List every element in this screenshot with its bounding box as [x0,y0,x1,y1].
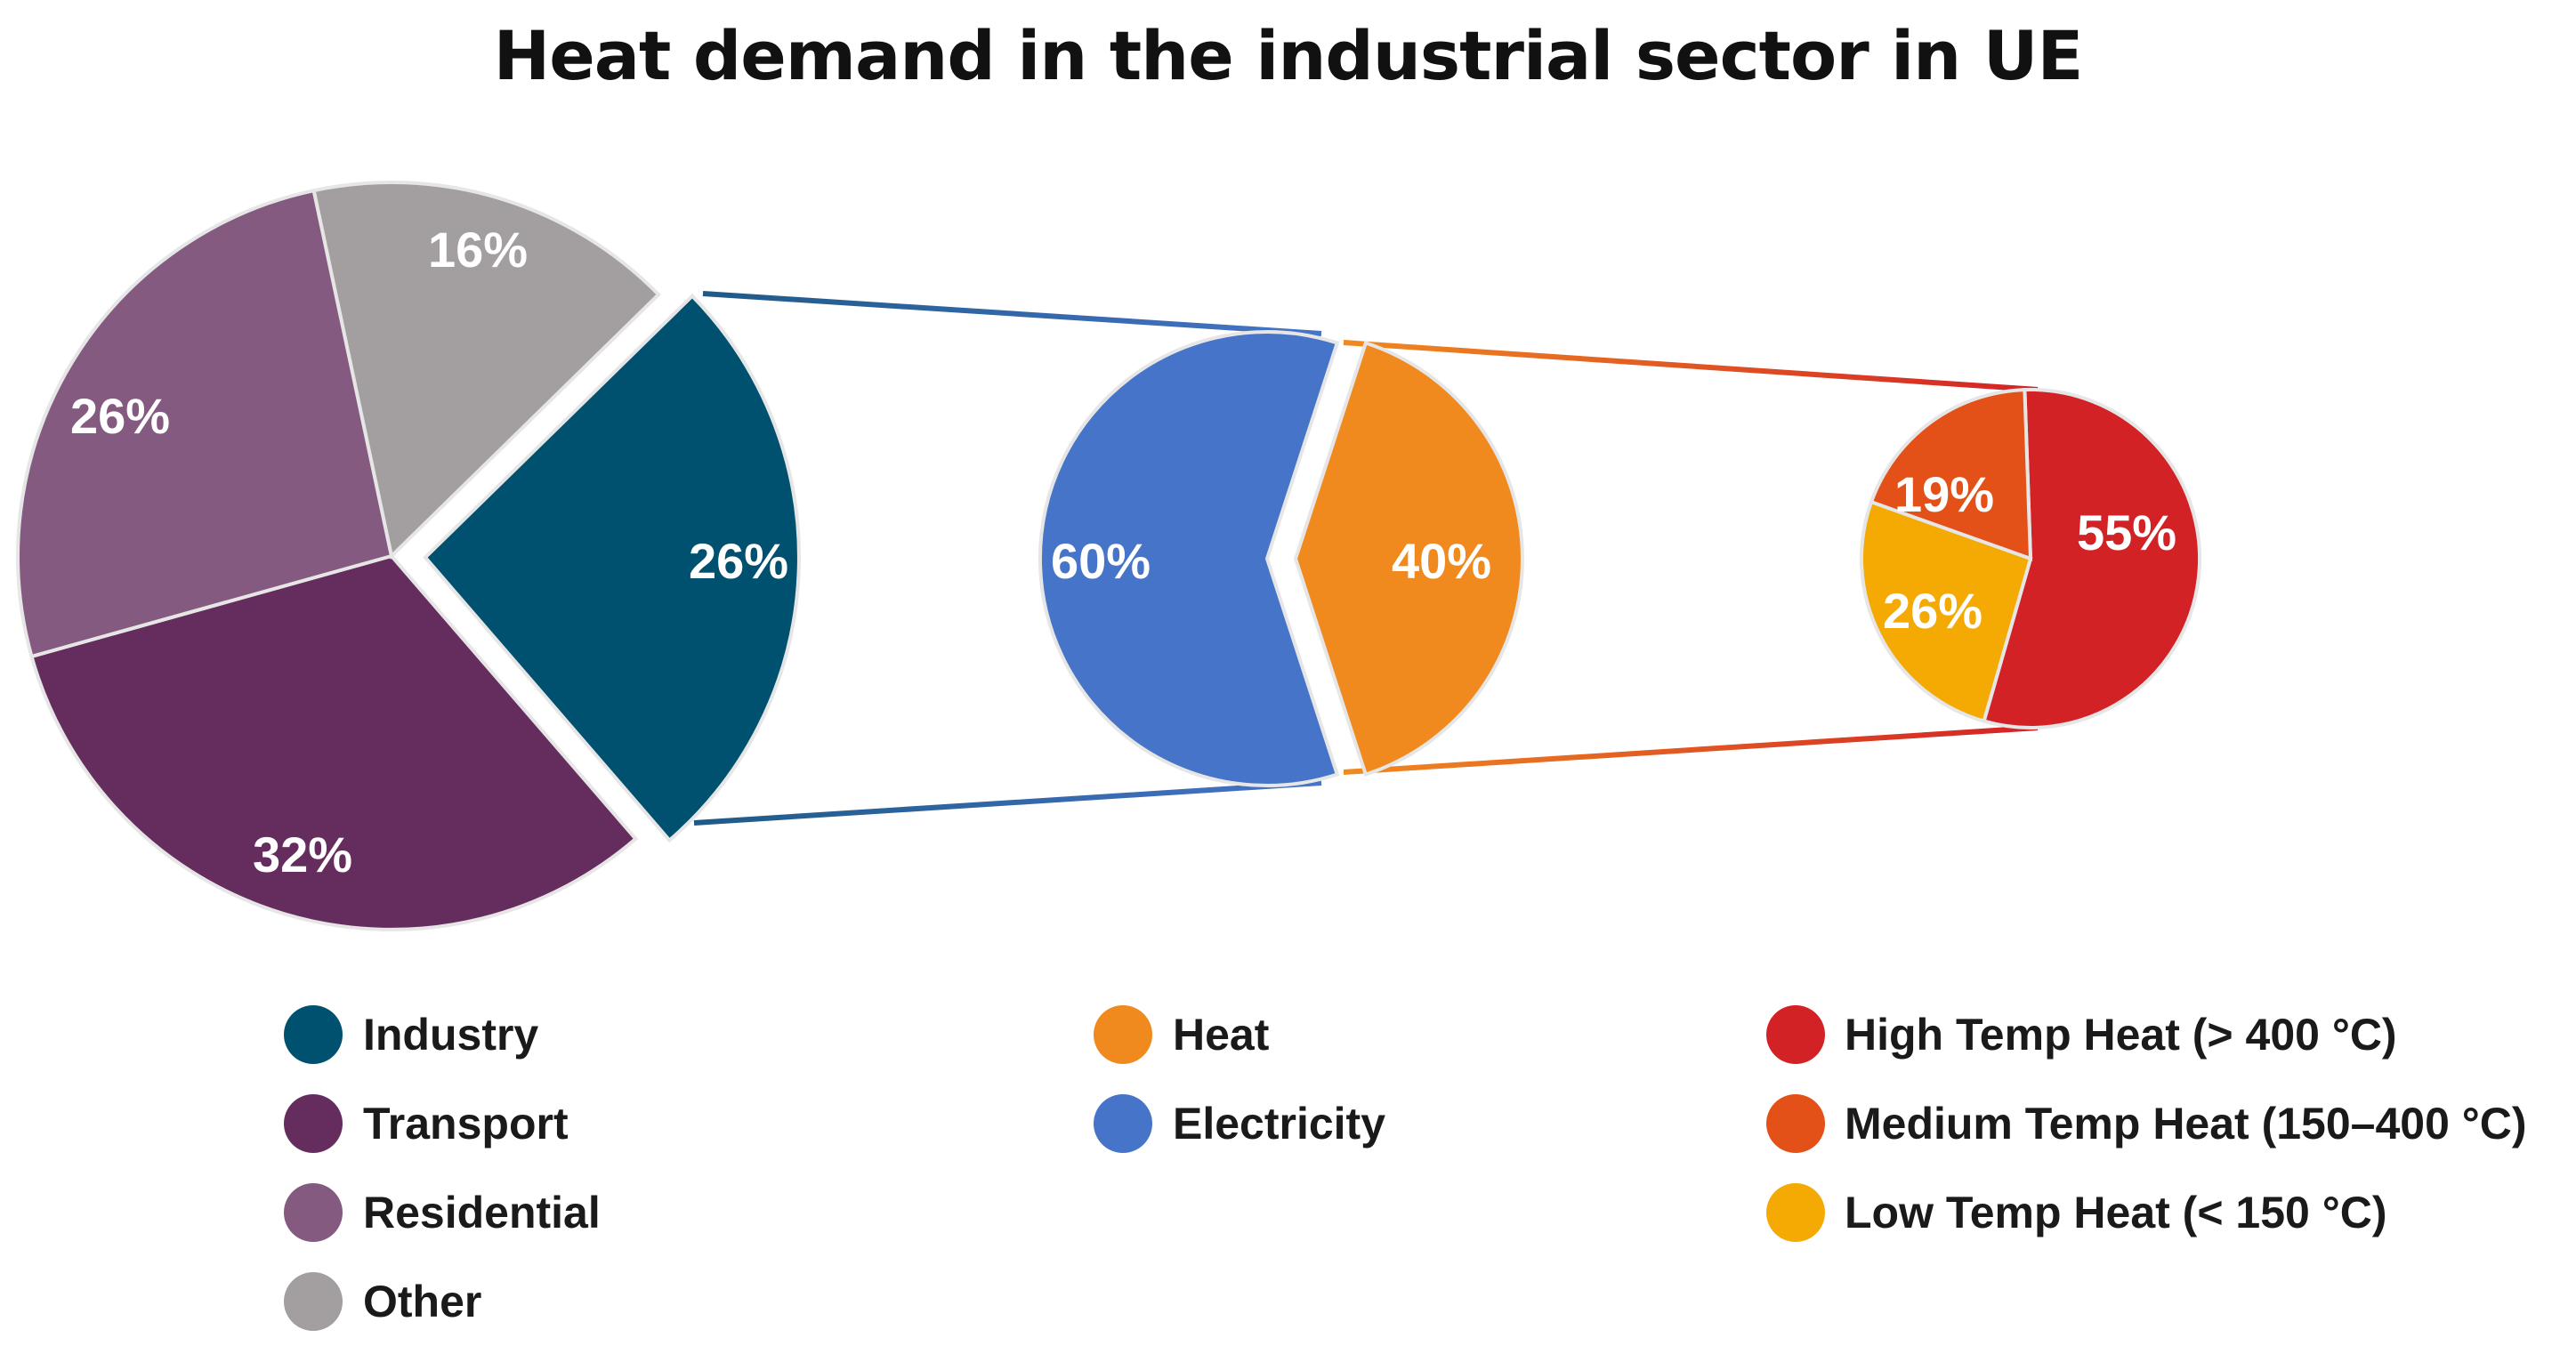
legend-swatch-heat [1094,1005,1152,1064]
pie-slice-residential [16,188,394,659]
chart-title: Heat demand in the industrial sector in … [493,16,2084,95]
pie-slice-other [311,181,661,560]
connector-top-heat [1343,340,2039,392]
connector-top-industry [702,291,1322,336]
label-high-temp: 55% [2077,504,2176,560]
pie-slice-industry [423,293,801,843]
legend-swatch-high-temp [1766,1005,1825,1064]
pie-slice-high-temp [1982,388,2202,729]
legend-item-medium-temp: Medium Temp Heat (150–400 °C) [1766,1094,2527,1153]
legend-item-heat: Heat [1094,1005,1270,1064]
heat-breakdown-pie: 55% 19% 26% [1860,388,2202,729]
legend-label-transport: Transport [363,1099,569,1149]
legend-label-other: Other [363,1277,481,1326]
label-other: 16% [428,222,528,278]
legend-swatch-medium-temp [1766,1094,1825,1153]
legend-label-low-temp: Low Temp Heat (< 150 °C) [1845,1188,2386,1237]
legend-label-heat: Heat [1173,1010,1270,1060]
legend-item-low-temp: Low Temp Heat (< 150 °C) [1766,1183,2386,1242]
legend-swatch-residential [284,1183,343,1242]
legend-item-residential: Residential [284,1183,601,1242]
legend-swatch-industry [284,1005,343,1064]
legend-label-residential: Residential [363,1188,601,1237]
legend-label-high-temp: High Temp Heat (> 400 °C) [1845,1010,2397,1060]
connector-lines [693,291,2039,826]
label-residential: 26% [70,388,170,444]
legend-item-industry: Industry [284,1005,538,1064]
pie-slice-transport [29,553,639,931]
label-low-temp: 26% [1883,583,1982,639]
main-pie: 26% 32% 26% 16% [16,181,801,931]
label-transport: 32% [253,826,352,883]
legend-label-electricity: Electricity [1173,1099,1385,1149]
label-medium-temp: 19% [1894,466,1994,522]
pie-slice-medium-temp [1869,388,2033,561]
legend-item-electricity: Electricity [1094,1094,1385,1153]
legend-label-industry: Industry [363,1010,538,1060]
label-industry: 26% [689,533,788,589]
connector-bottom-industry [693,780,1322,826]
pie-slice-electricity [1038,330,1340,787]
legend-swatch-electricity [1094,1094,1152,1153]
legend-heat: High Temp Heat (> 400 °C) Medium Temp He… [1766,1005,2527,1242]
industry-breakdown-pie: 60% 40% [1038,330,1524,787]
legend-item-other: Other [284,1272,481,1331]
legend-main: Industry Transport Residential Other [284,1005,601,1331]
label-electricity: 60% [1051,533,1151,589]
legend-industry: Heat Electricity [1094,1005,1385,1153]
pie-slice-low-temp [1860,499,2033,724]
label-heat: 40% [1392,533,1491,589]
pie-slice-heat [1293,340,1524,778]
legend-item-high-temp: High Temp Heat (> 400 °C) [1766,1005,2397,1064]
legend-item-transport: Transport [284,1094,569,1153]
legend-swatch-low-temp [1766,1183,1825,1242]
legend-swatch-transport [284,1094,343,1153]
legend-label-medium-temp: Medium Temp Heat (150–400 °C) [1845,1099,2527,1149]
legend-swatch-other [284,1272,343,1331]
connector-bottom-heat [1343,725,2039,775]
